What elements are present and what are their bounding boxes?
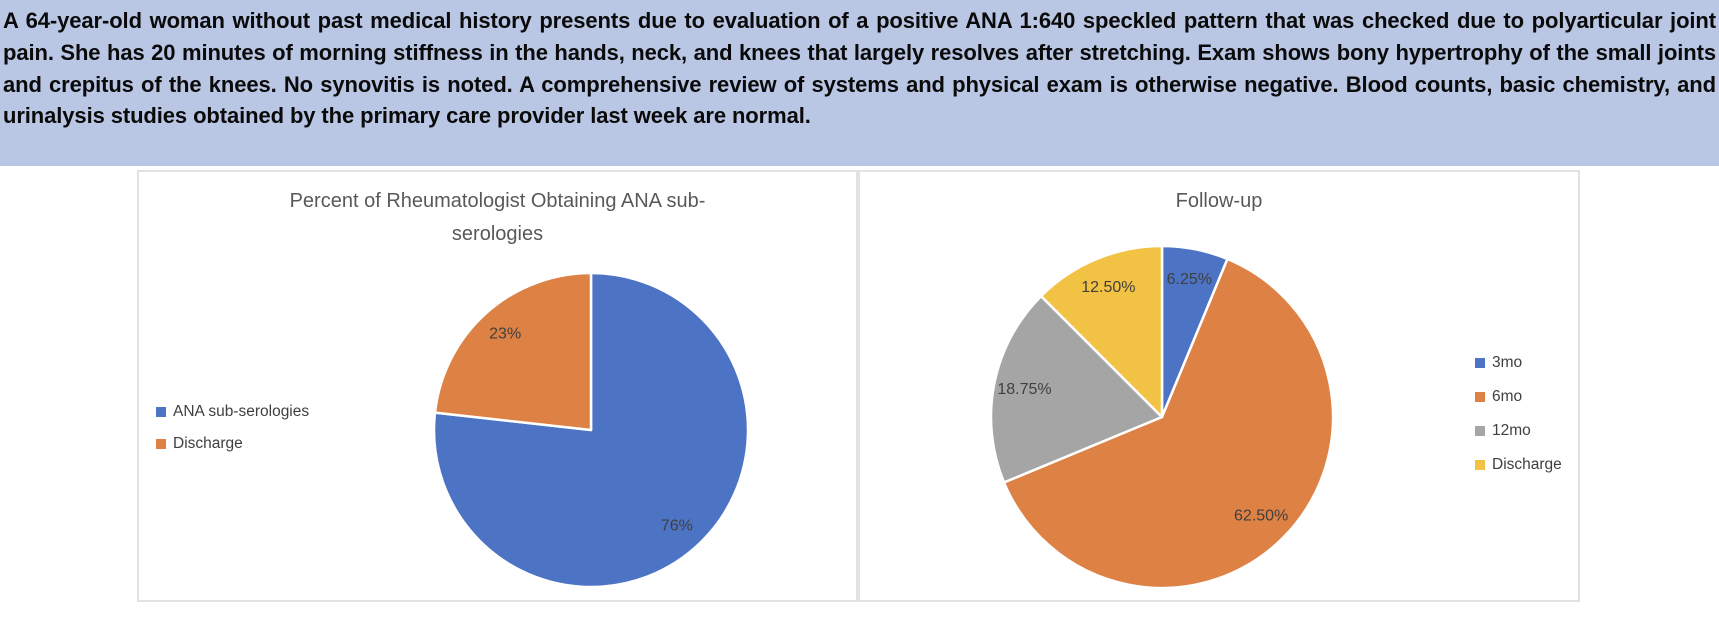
legend-label: Discharge bbox=[173, 435, 243, 452]
pie-slice-value-label: 6.25% bbox=[1167, 271, 1212, 288]
case-vignette-text: A 64-year-old woman without past medical… bbox=[0, 0, 1719, 166]
pie-slice-12mo bbox=[989, 294, 1164, 484]
legend-swatch-icon bbox=[156, 439, 166, 449]
legend-followup: 3mo 6mo 12mo Discharge bbox=[1475, 352, 1562, 476]
legend-item: ANA sub-serologies bbox=[156, 401, 309, 423]
legend-item: Discharge bbox=[1475, 454, 1562, 476]
legend-label: 12mo bbox=[1492, 422, 1531, 439]
legend-item: 3mo bbox=[1475, 352, 1562, 374]
legend-label: 6mo bbox=[1492, 388, 1523, 405]
legend-item: 12mo bbox=[1475, 420, 1562, 442]
legend-swatch-icon bbox=[1475, 392, 1485, 402]
pie-slice-6mo bbox=[1002, 257, 1335, 590]
pie-slice-value-label: 62.50% bbox=[1234, 508, 1288, 525]
chart-title: Follow-up bbox=[860, 185, 1578, 218]
legend-ana: ANA sub-serologies Discharge bbox=[156, 401, 309, 455]
pie-slice-discharge bbox=[433, 271, 593, 432]
legend-label: Discharge bbox=[1492, 456, 1562, 473]
pie-slice-value-label: 18.75% bbox=[997, 381, 1051, 398]
pie-chart-followup: 6.25% 62.50% 18.75% 12.50% bbox=[989, 244, 1335, 590]
legend-item: 6mo bbox=[1475, 386, 1562, 408]
legend-swatch-icon bbox=[1475, 460, 1485, 470]
chart-panel-ana-subserologies[interactable]: Percent of Rheumatologist Obtaining ANA … bbox=[137, 170, 858, 602]
legend-label: ANA sub-serologies bbox=[173, 403, 310, 420]
chart-title: Percent of Rheumatologist Obtaining ANA … bbox=[139, 185, 856, 251]
chart-title-text: Follow-up bbox=[1175, 190, 1263, 212]
pie-slice-value-label: 76% bbox=[661, 517, 693, 534]
legend-swatch-icon bbox=[1475, 426, 1485, 436]
chart-panel-followup[interactable]: Follow-up 6.25% 62.50% 18.75% 12.50% 3mo 6mo… bbox=[858, 170, 1580, 602]
chart-title-text: Percent of Rheumatologist Obtaining ANA … bbox=[289, 190, 706, 245]
pie-slice-discharge bbox=[1039, 244, 1164, 419]
charts-row: Percent of Rheumatologist Obtaining ANA … bbox=[137, 170, 1580, 602]
legend-swatch-icon bbox=[1475, 358, 1485, 368]
legend-label: 3mo bbox=[1492, 354, 1523, 371]
legend-item: Discharge bbox=[156, 433, 309, 455]
pie-slice-value-label: 23% bbox=[489, 326, 521, 343]
pie-slice-value-label: 12.50% bbox=[1081, 279, 1135, 296]
legend-swatch-icon bbox=[156, 407, 166, 417]
pie-chart-ana: 76% 23% bbox=[432, 271, 750, 589]
